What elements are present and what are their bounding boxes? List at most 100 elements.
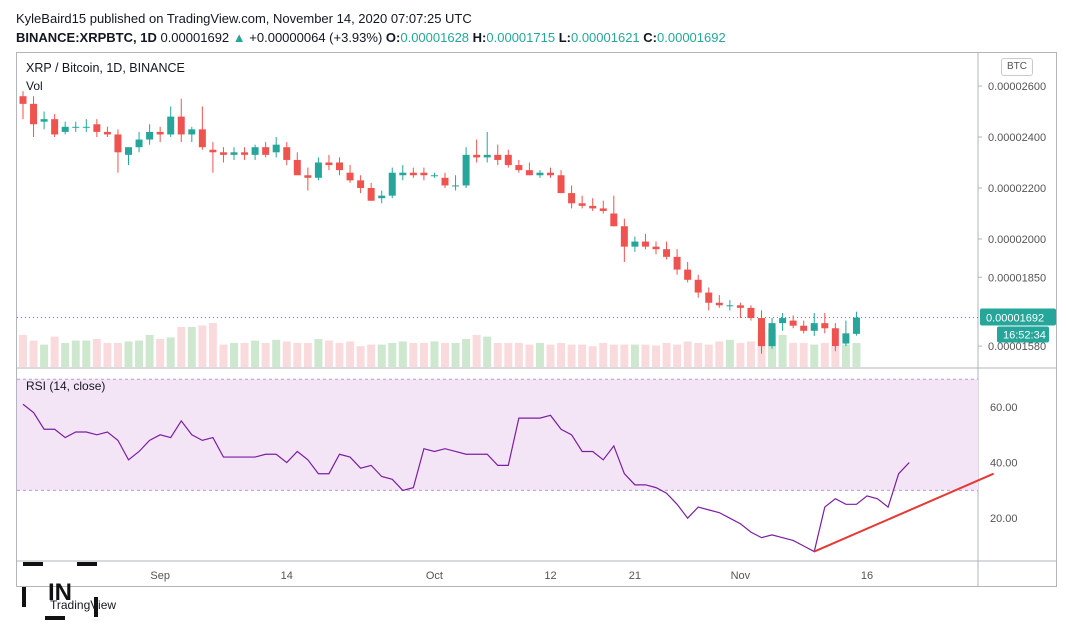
candle [72,121,80,132]
volume-bar [19,335,27,367]
candle [652,241,660,255]
candle [462,147,470,188]
candle-body [641,241,649,247]
pane-title: XRP / Bitcoin, 1D, BINANCE [26,61,185,75]
volume-bar [652,345,660,367]
volume-bar [29,340,38,367]
candle-body [82,126,90,128]
volume-bar [451,343,460,367]
volume-bar [683,341,692,367]
candle [357,175,365,194]
volume-bar [557,343,566,367]
volume-bar [725,339,734,367]
candle-body [177,116,185,135]
candle [399,165,407,181]
candle-body [557,175,565,194]
volume-bar [778,335,787,367]
volume-bar [272,339,281,367]
candle [684,261,692,283]
volume-bar [240,343,249,367]
candle [441,172,449,188]
volume-bar [261,343,270,367]
candle-body [694,279,702,293]
candle [715,295,723,308]
volume-bar [588,346,597,367]
volume-bar [525,344,534,367]
candle [209,142,217,173]
volume-bar [303,343,312,367]
candle [177,98,185,143]
volume-bar [419,343,428,367]
logo-text: IN [48,579,72,606]
candle [631,236,639,252]
candle-body [198,129,206,148]
volume-bar [356,346,365,367]
symbol-label: BINANCE:XRPBTC, 1D [16,30,157,45]
volume-bar [599,343,608,367]
candle [241,147,249,160]
rsi-label: RSI (14, close) [26,379,106,393]
candle [146,124,154,145]
candle-body [430,175,438,177]
candle [82,119,90,132]
candle [705,287,713,311]
candle-body [779,318,787,324]
candle-body [241,152,249,155]
price-tick-label: 0.00002600 [988,81,1046,93]
tradingview-watermark: TradingView [50,598,117,612]
volume-bar [367,344,376,367]
volume-bar [493,343,502,367]
candle [578,195,586,209]
volume-bar [124,341,133,367]
candle-body [61,126,69,132]
candle-body [399,172,407,176]
candle [504,149,512,168]
volume-bar [852,343,861,367]
currency-button[interactable]: BTC [1001,58,1033,76]
volume-bar [230,343,238,367]
price-tick-label: 0.00002400 [988,132,1046,144]
volume-bar [746,341,755,367]
volume-bar [40,344,49,367]
candle [314,157,322,181]
volume-bar [704,344,713,367]
candle [198,106,206,150]
time-tick-label: 16 [861,570,873,582]
candle [219,147,227,163]
rsi-tick-label: 20.00 [990,513,1018,525]
volume-bar [810,344,819,367]
last-price-tag [980,308,1056,326]
candle [336,157,343,176]
volume-bar [282,341,291,367]
volume-bar [377,344,386,367]
candle [230,147,238,160]
candle [473,139,481,163]
open-value: 0.00001628 [400,30,470,45]
candle [283,142,291,166]
price-tick-label: 0.00001850 [988,272,1046,284]
candle-body [441,177,449,186]
countdown-tag [997,326,1049,343]
candle-body [747,307,755,319]
candle [568,185,576,209]
rsi-tick-label: 40.00 [990,458,1018,470]
volume-bar [145,335,154,367]
high-label: H: [472,30,487,45]
candle-body [219,152,227,155]
published-line: KyleBaird15 published on TradingView.com… [16,11,472,26]
volume-bar [156,339,165,367]
volume-bar [251,340,260,367]
volume-bar [166,337,175,367]
volume-bar [630,344,639,367]
candle-body [758,318,765,347]
symbol-ohlc-line: BINANCE:XRPBTC, 1D 0.00001692 ▲ +0.00000… [16,30,726,45]
candle [736,302,744,319]
candle [641,233,649,250]
candle [51,114,59,137]
candle [262,142,270,158]
candle [293,152,301,176]
candle-body [547,172,554,176]
candle-body [420,172,428,176]
candle-body [610,213,618,227]
